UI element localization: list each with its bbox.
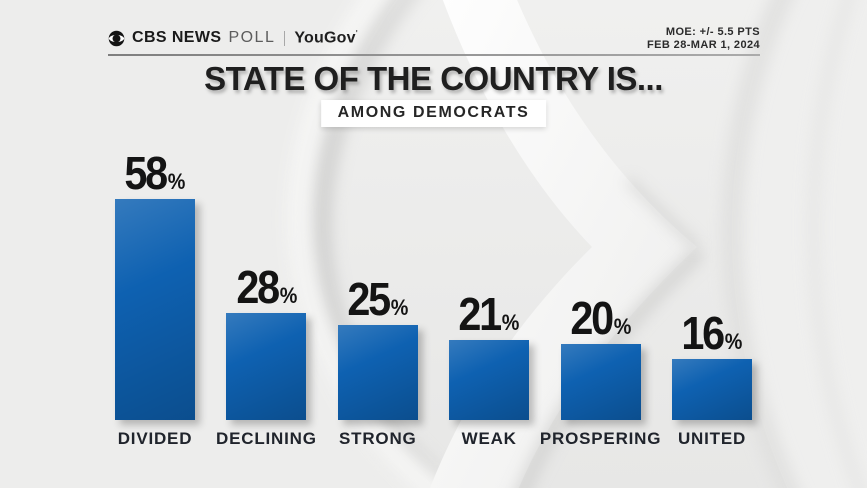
bar: [672, 359, 752, 420]
bar: [560, 343, 641, 420]
bar-group: 58% DIVIDED: [115, 147, 195, 448]
bar-category-label: DECLINING: [216, 429, 317, 448]
bar-category-label: DIVIDED: [117, 429, 193, 448]
bar: [337, 324, 418, 420]
poll-meta: MOE: +/- 5.5 PTS FEB 28-MAR 1, 2024: [647, 26, 760, 53]
bar-value-label: 21%: [458, 287, 520, 340]
bar-value-label: 58%: [124, 147, 186, 199]
bar: [226, 313, 307, 420]
bar-category-label: WEAK: [461, 429, 517, 448]
yougov-wordmark: YouGov': [294, 29, 358, 47]
bar: [115, 199, 195, 420]
bar-value-label: 28%: [235, 261, 297, 314]
bar: [449, 339, 530, 420]
date-text: FEB 28-MAR 1, 2024: [647, 39, 760, 52]
bar-category-label: UNITED: [677, 429, 747, 448]
bar-group: 20% PROSPERING: [540, 291, 661, 448]
page-title: STATE OF THE COUNTRY IS...: [204, 60, 663, 97]
brand-lockup: CBS NEWS POLL YouGov': [108, 26, 358, 47]
brand-divider: [284, 30, 286, 46]
yougov-trademark: ': [355, 29, 358, 38]
header: CBS NEWS POLL YouGov' MOE: +/- 5.5 PTS F…: [108, 26, 760, 53]
bar-group: 16% UNITED: [672, 307, 752, 448]
subtitle-badge: AMONG DEMOCRATS: [320, 100, 547, 127]
bar-value-label: 25%: [347, 272, 409, 325]
bar-value-label: 16%: [681, 307, 743, 360]
bar-category-label: PROSPERING: [539, 429, 662, 448]
bar-group: 21% WEAK: [449, 287, 530, 448]
bar-group: 28% DECLINING: [216, 261, 316, 448]
cbs-news-wordmark: CBS NEWS: [132, 29, 222, 47]
header-rule: [108, 54, 760, 56]
bar-group: 25% STRONG: [337, 272, 418, 448]
bar-value-label: 20%: [570, 291, 632, 344]
poll-wordmark: POLL: [228, 29, 276, 47]
moe-text: MOE: +/- 5.5 PTS: [665, 26, 760, 38]
bar-category-label: STRONG: [339, 429, 417, 448]
cbs-eye-icon: [108, 30, 125, 47]
